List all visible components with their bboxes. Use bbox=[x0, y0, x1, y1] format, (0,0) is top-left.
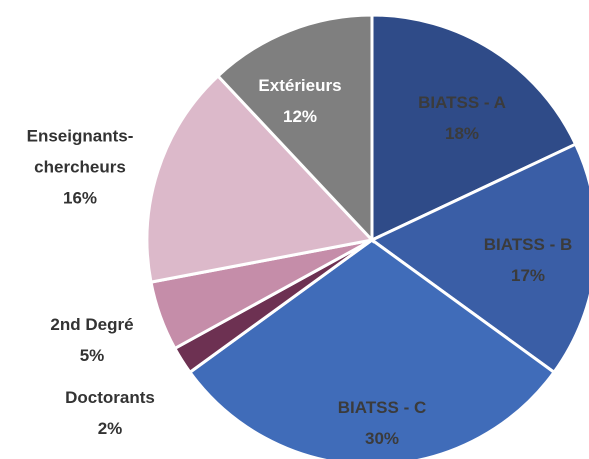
pie-slice bbox=[145, 73, 375, 284]
value-label: 18% bbox=[444, 124, 480, 143]
slice-label: 2nd Degré 5% bbox=[27, 309, 157, 371]
category-label: 2nd Degré bbox=[50, 315, 134, 334]
slice-label: BIATSS - C 30% bbox=[317, 392, 447, 454]
value-label: 30% bbox=[364, 429, 400, 448]
category-label: Doctorants bbox=[65, 388, 155, 407]
slice-label: Enseignants-chercheurs 16% bbox=[15, 121, 145, 214]
pie-slice bbox=[370, 13, 578, 243]
pie-slice bbox=[215, 13, 374, 244]
category-label: Extérieurs bbox=[258, 76, 342, 95]
slice-label: Extérieurs 12% bbox=[235, 70, 365, 132]
category-label: BIATSS - C bbox=[337, 398, 427, 417]
value-label: 12% bbox=[282, 107, 318, 126]
category-label: BIATSS - B bbox=[483, 235, 573, 254]
value-label: 17% bbox=[510, 266, 546, 285]
slice-label: Doctorants 2% bbox=[45, 382, 175, 444]
pie-slice bbox=[187, 238, 557, 459]
slice-label: BIATSS - B 17% bbox=[463, 229, 589, 291]
value-label: 16% bbox=[62, 188, 98, 208]
category-label: BIATSS - A bbox=[418, 93, 506, 112]
slice-label: BIATSS - A 18% bbox=[397, 87, 527, 149]
category-label: Enseignants-chercheurs bbox=[26, 126, 134, 177]
pie-slice bbox=[369, 142, 589, 375]
value-label: 2% bbox=[97, 419, 123, 438]
value-label: 5% bbox=[79, 346, 105, 365]
